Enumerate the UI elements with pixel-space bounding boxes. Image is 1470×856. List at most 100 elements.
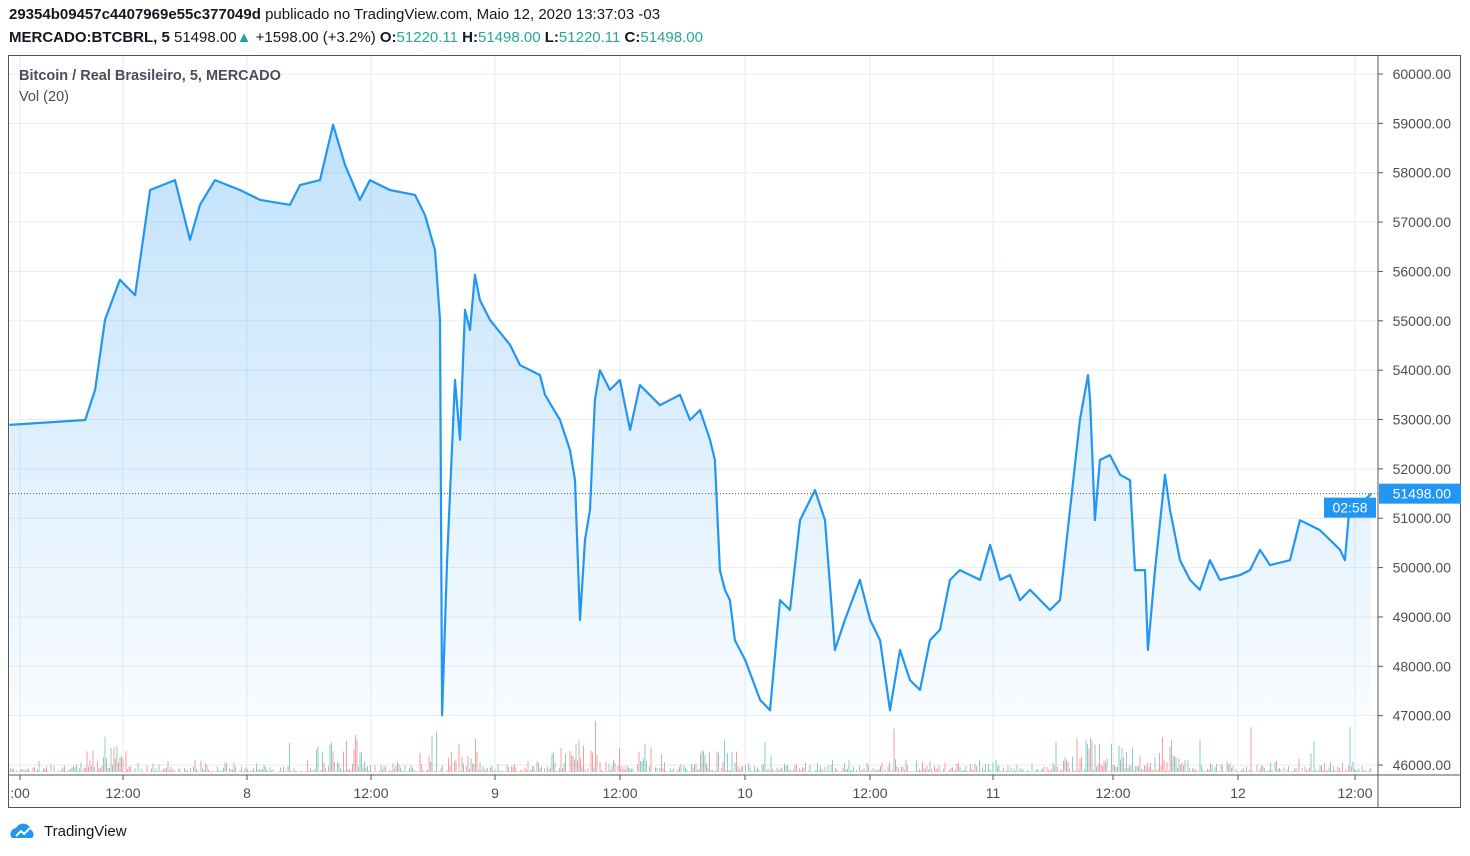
volume-bar bbox=[902, 766, 904, 772]
volume-bar bbox=[82, 771, 83, 772]
volume-bar bbox=[1222, 765, 1223, 772]
volume-bar bbox=[608, 764, 610, 772]
volume-bar bbox=[802, 767, 803, 772]
volume-bar bbox=[850, 770, 851, 772]
volume-bar bbox=[1346, 770, 1348, 772]
volume-bar bbox=[707, 767, 709, 772]
time-tick-label: 12:00 bbox=[602, 785, 637, 801]
volume-bar bbox=[449, 765, 451, 772]
volume-bar bbox=[230, 769, 232, 772]
volume-bar bbox=[590, 750, 592, 772]
volume-bar bbox=[992, 762, 994, 772]
volume-bar bbox=[1229, 763, 1231, 772]
volume-bar bbox=[170, 766, 172, 772]
volume-bar bbox=[776, 767, 778, 772]
volume-bar bbox=[320, 769, 322, 772]
volume-bar bbox=[554, 762, 556, 772]
volume-bar bbox=[583, 745, 584, 772]
volume-bar bbox=[751, 771, 752, 772]
volume-bar bbox=[469, 768, 470, 772]
volume-bar bbox=[349, 769, 350, 772]
volume-bar bbox=[835, 767, 836, 772]
volume-bar bbox=[497, 764, 499, 772]
volume-bar bbox=[878, 768, 880, 772]
volume-bar bbox=[440, 767, 442, 772]
volume-bar bbox=[1205, 771, 1207, 772]
volume-bar bbox=[1327, 770, 1328, 772]
volume-bar bbox=[1054, 765, 1055, 772]
volume-bar bbox=[1240, 771, 1241, 772]
volume-bar bbox=[710, 769, 712, 772]
volume-bar bbox=[823, 771, 824, 772]
volume-bar bbox=[388, 771, 389, 772]
volume-bar bbox=[442, 765, 443, 772]
volume-bar bbox=[970, 764, 971, 772]
volume-bar bbox=[890, 771, 892, 772]
volume-bar bbox=[575, 743, 577, 772]
volume-bar bbox=[394, 769, 395, 772]
volume-bar bbox=[137, 763, 139, 772]
volume-bar bbox=[709, 751, 710, 772]
volume-bar bbox=[676, 771, 677, 772]
volume-bar bbox=[1292, 770, 1294, 772]
volume-bar bbox=[124, 771, 125, 772]
volume-bar bbox=[296, 771, 298, 772]
cloud-icon bbox=[10, 823, 34, 838]
volume-bar bbox=[89, 760, 91, 772]
volume-bar bbox=[1259, 768, 1261, 772]
volume-bar bbox=[757, 767, 758, 772]
volume-bar bbox=[232, 769, 233, 772]
volume-bar bbox=[1042, 768, 1043, 772]
volume-bar bbox=[730, 770, 731, 772]
price-tick-label: 56000.00 bbox=[1393, 263, 1452, 279]
volume-bar bbox=[166, 767, 167, 772]
volume-bar bbox=[520, 770, 521, 772]
price-tick-label: 57000.00 bbox=[1393, 214, 1452, 230]
volume-bar bbox=[859, 765, 860, 772]
volume-bar bbox=[106, 758, 107, 772]
volume-bar bbox=[965, 766, 967, 772]
volume-bar bbox=[85, 767, 86, 772]
volume-bar bbox=[1262, 766, 1264, 772]
volume-bar bbox=[475, 738, 476, 772]
volume-bar bbox=[641, 761, 643, 772]
volume-bar bbox=[527, 761, 529, 772]
volume-bar bbox=[754, 766, 755, 772]
volume-bar bbox=[1370, 768, 1372, 772]
volume-bar bbox=[875, 769, 877, 772]
volume-bar bbox=[1091, 740, 1093, 772]
volume-bar bbox=[265, 766, 266, 772]
volume-bar bbox=[503, 771, 505, 772]
volume-bar bbox=[577, 760, 578, 772]
volume-bar bbox=[1184, 759, 1186, 772]
volume-bar bbox=[838, 771, 839, 772]
volume-bar bbox=[973, 770, 974, 772]
volume-bar bbox=[784, 763, 785, 772]
volume-bar bbox=[553, 752, 554, 772]
volume-bar bbox=[380, 764, 382, 772]
volume-bar bbox=[737, 766, 739, 772]
tradingview-logo[interactable]: TradingView bbox=[8, 822, 127, 840]
volume-bar bbox=[331, 742, 332, 772]
volume-bar bbox=[649, 766, 650, 772]
volume-bar bbox=[485, 769, 487, 772]
volume-bar bbox=[530, 769, 532, 772]
volume-bar bbox=[904, 769, 905, 772]
volume-bar bbox=[190, 767, 191, 772]
volume-bar bbox=[862, 770, 863, 772]
volume-bar bbox=[334, 762, 335, 772]
volume-bar bbox=[974, 764, 976, 772]
volume-bar bbox=[703, 751, 704, 772]
volume-bar bbox=[1319, 765, 1321, 772]
volume-bar bbox=[1105, 761, 1106, 772]
symbol: MERCADO:BTCBRL, 5 bbox=[9, 29, 170, 46]
volume-bar bbox=[484, 769, 485, 772]
volume-bar bbox=[44, 768, 46, 772]
volume-bar bbox=[122, 759, 124, 772]
volume-bar bbox=[217, 766, 218, 772]
volume-bar bbox=[1244, 770, 1246, 772]
volume-bar bbox=[731, 751, 733, 772]
volume-bar bbox=[1328, 767, 1330, 772]
volume-bar bbox=[691, 763, 692, 772]
